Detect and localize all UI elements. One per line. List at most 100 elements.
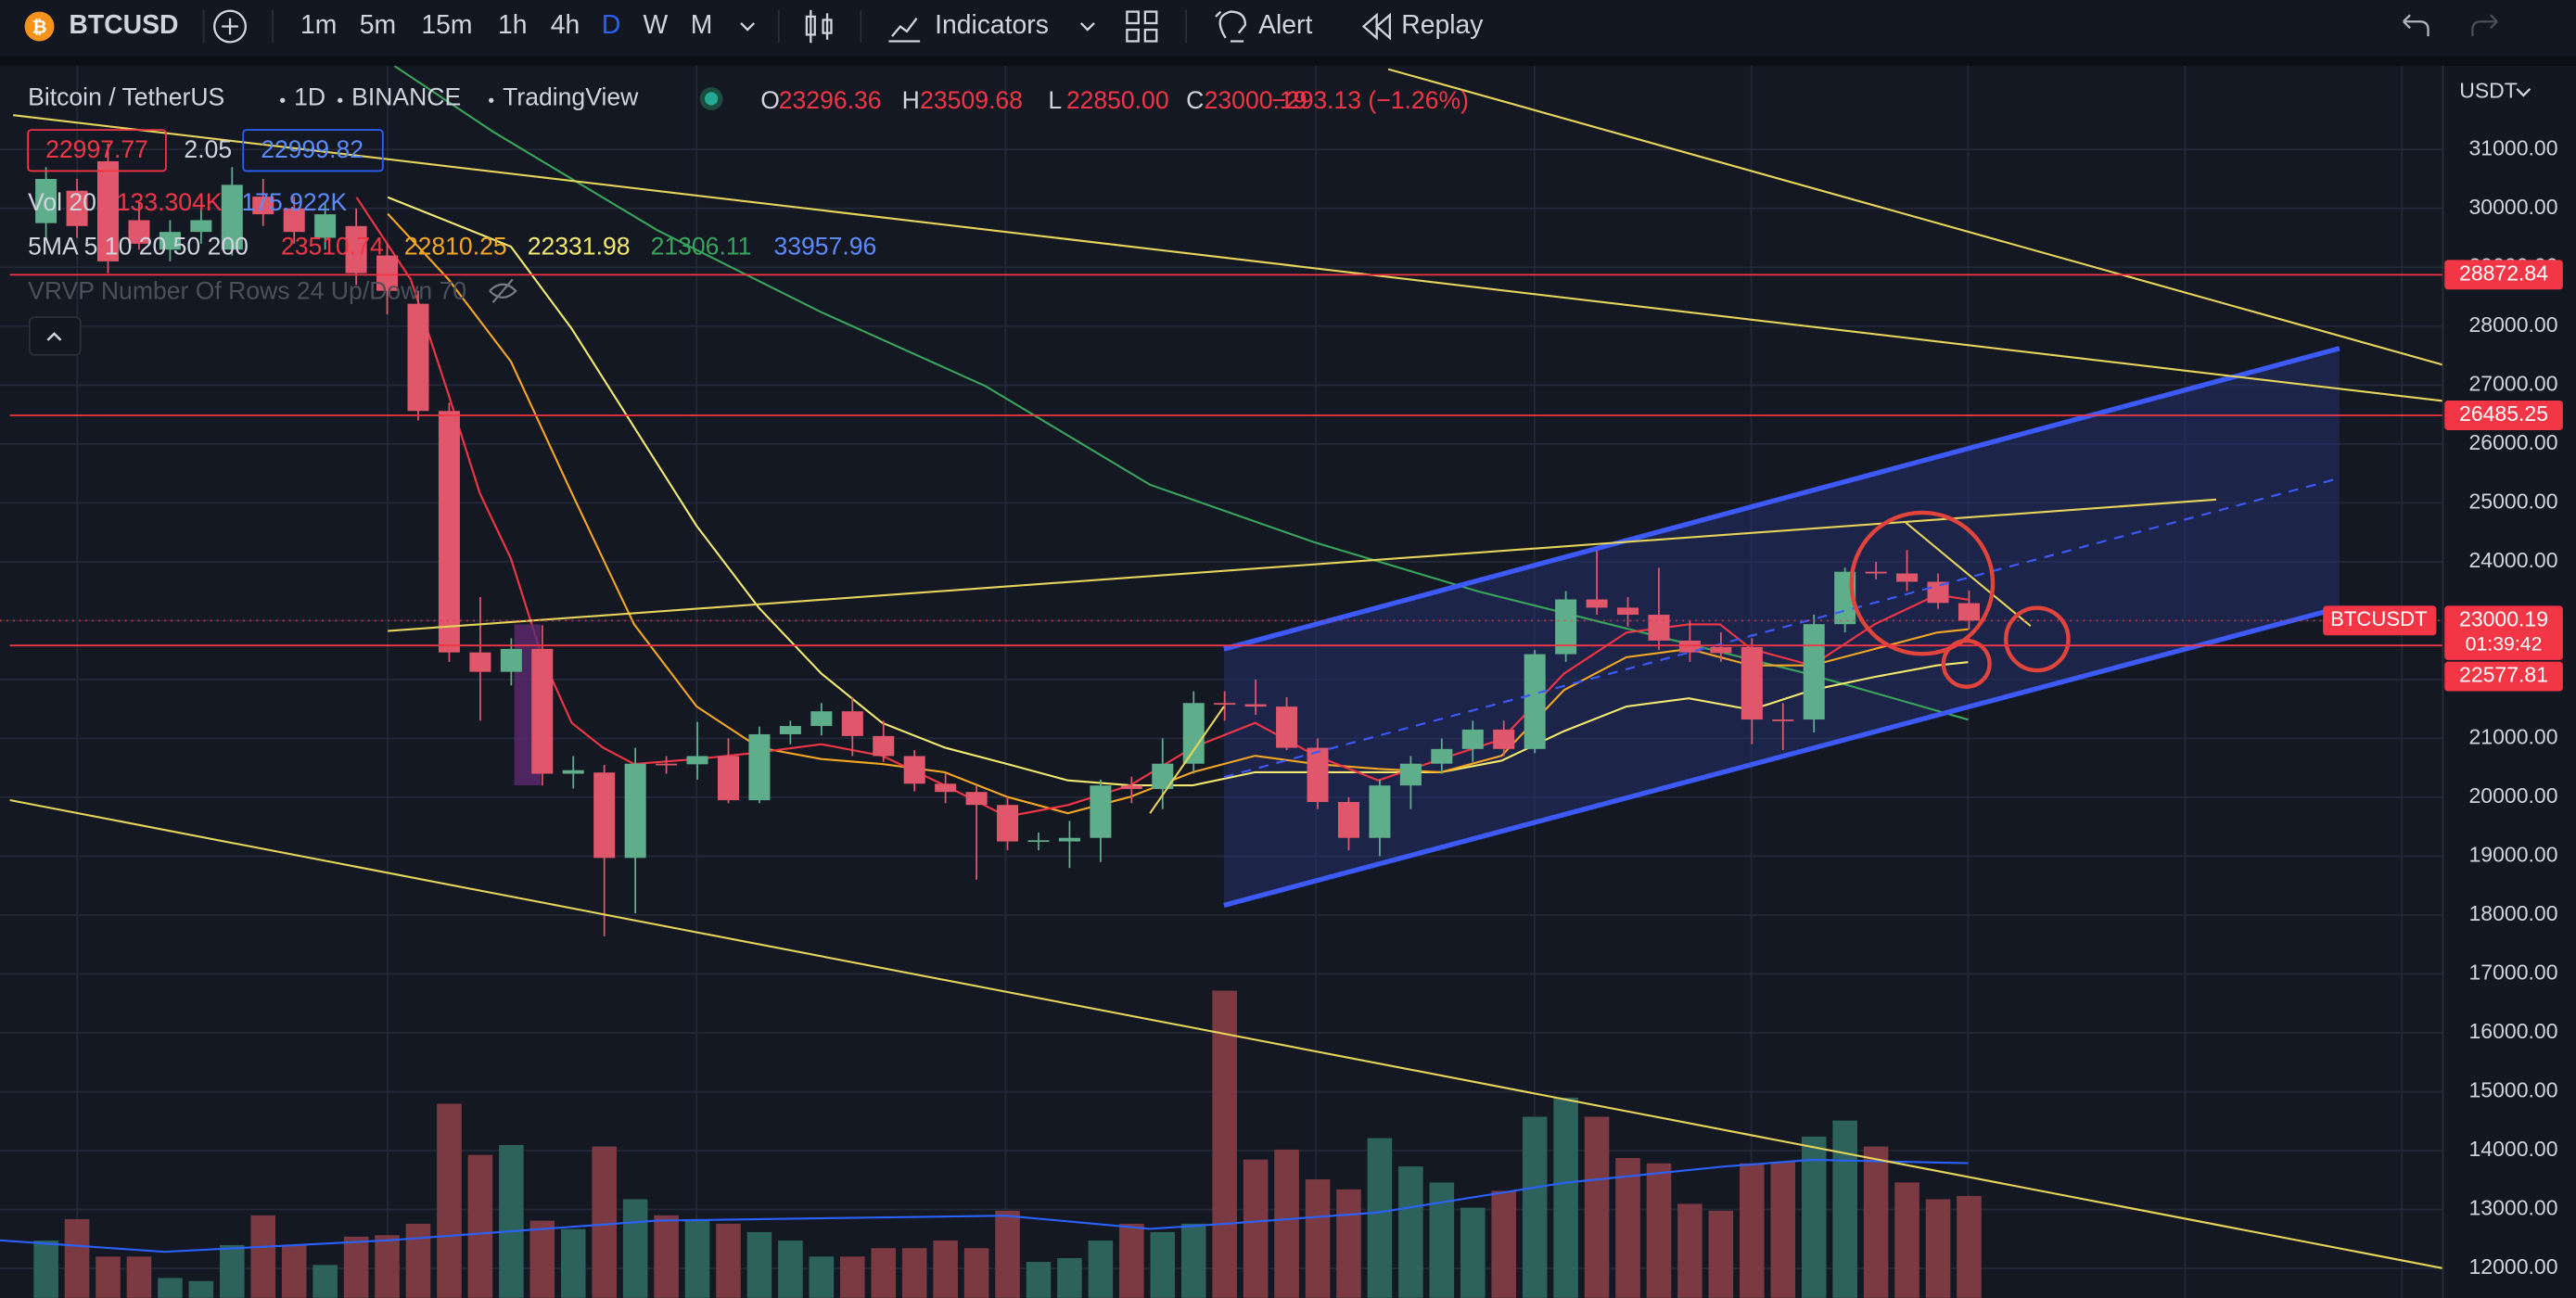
- candle-body: [35, 179, 57, 223]
- y-tick-label: 27000.00: [2469, 371, 2558, 395]
- chevron[interactable]: [1079, 22, 1095, 32]
- circle-mark[interactable]: [2004, 605, 2071, 673]
- volume-bar: [1740, 1163, 1765, 1298]
- candle-body: [531, 648, 554, 774]
- chart-type-button[interactable]: [805, 9, 833, 44]
- volume-bar: [1925, 1199, 1951, 1298]
- alert-button[interactable]: Alert: [1258, 10, 1312, 40]
- candle-body: [903, 756, 925, 784]
- interval-button[interactable]: 4h: [551, 10, 580, 40]
- layouts-button[interactable]: [1126, 10, 1158, 43]
- candle-body: [376, 255, 399, 291]
- symbol-label-box: [2323, 605, 2437, 636]
- candle-body: [810, 711, 833, 727]
- drawings: [9, 68, 2443, 1269]
- trendline[interactable]: [13, 114, 2443, 402]
- candle-body: [1741, 646, 1763, 720]
- candle-body: [1276, 706, 1298, 748]
- collapse-button[interactable]: [29, 316, 82, 356]
- trendline[interactable]: [9, 798, 2443, 1269]
- candle-body: [283, 208, 305, 233]
- trendline[interactable]: [388, 498, 2217, 632]
- redo[interactable]: [2471, 14, 2498, 37]
- interval-button[interactable]: D: [602, 10, 620, 40]
- candle-body: [1399, 763, 1422, 786]
- channel-middle[interactable]: [1223, 477, 2340, 779]
- volume-bar: [1180, 1223, 1206, 1298]
- candle-body: [159, 232, 181, 250]
- currency-label[interactable]: USDT: [2459, 78, 2518, 102]
- candle-body: [1493, 729, 1515, 749]
- volume-bar: [1026, 1262, 1052, 1298]
- volume-bar: [1243, 1159, 1269, 1298]
- volume-bar: [871, 1248, 897, 1298]
- volume-bar: [1553, 1097, 1578, 1298]
- replay-button[interactable]: Replay: [1401, 10, 1484, 40]
- volume-bar: [467, 1154, 493, 1298]
- y-tick-label: 14000.00: [2469, 1137, 2558, 1161]
- volume-bar: [963, 1248, 989, 1298]
- hidden-icon[interactable]: [489, 278, 517, 303]
- ohlc-value: 23509.68: [920, 86, 1023, 114]
- ma-value: 33957.96: [773, 233, 876, 261]
- candle-body: [997, 805, 1019, 842]
- bid: 22997.77: [45, 135, 148, 163]
- trendline[interactable]: [1905, 521, 2032, 628]
- candle-body: [190, 220, 212, 233]
- ask-box[interactable]: [242, 129, 384, 172]
- btc-icon: [24, 11, 55, 42]
- interval-button[interactable]: 1h: [498, 10, 528, 40]
- chevron-up: [46, 332, 62, 341]
- candles: [35, 143, 1980, 936]
- volume-bar: [281, 1244, 307, 1298]
- ohlc-label: O: [760, 86, 780, 114]
- volume-bar: [1088, 1241, 1114, 1298]
- volume-title: Vol 20: [28, 188, 96, 216]
- trendline[interactable]: [1387, 68, 2443, 366]
- undo[interactable]: [2403, 14, 2429, 37]
- price-label-box: [2444, 260, 2563, 290]
- volume-bar: [560, 1228, 586, 1298]
- y-tick-label: 15000.00: [2469, 1078, 2558, 1102]
- interval-button[interactable]: M: [691, 10, 713, 40]
- volume-ma-value: 175.922K: [241, 188, 347, 216]
- volume-bar: [312, 1265, 338, 1298]
- volume-bar: [1274, 1149, 1299, 1298]
- volume-bar: [1305, 1179, 1331, 1298]
- candle-body: [717, 756, 740, 801]
- symbol[interactable]: BTCUSD: [69, 10, 178, 40]
- icon: [1143, 10, 1158, 25]
- circle-mark[interactable]: [1941, 638, 1992, 689]
- volume-pane: [33, 990, 1982, 1298]
- symbol-name: Bitcoin / TetherUS: [28, 83, 224, 111]
- candle-body: [562, 770, 584, 774]
- volume-bar: [995, 1210, 1020, 1298]
- interval-button[interactable]: 1m: [300, 10, 337, 40]
- channel-upper[interactable]: [1223, 346, 2340, 652]
- channel-lower[interactable]: [1223, 605, 2340, 908]
- candle-body: [500, 648, 522, 672]
- volume-bar: [840, 1256, 865, 1298]
- interval-button[interactable]: 15m: [421, 10, 472, 40]
- volume-bar: [809, 1256, 835, 1298]
- interval-button[interactable]: W: [644, 10, 669, 40]
- ma-value: 22331.98: [528, 233, 631, 261]
- indicators-button[interactable]: Indicators: [935, 10, 1049, 40]
- candle-body: [686, 756, 708, 765]
- candle-body: [935, 783, 957, 793]
- y-tick-label: 28000.00: [2469, 312, 2558, 337]
- price-axis-labels: 12000.00 13000.00 14000.00 15000.00 16000.00…: [2323, 135, 2563, 1279]
- y-tick-label: 17000.00: [2469, 961, 2558, 985]
- candle-body: [252, 197, 274, 215]
- volume-bar: [33, 1241, 58, 1298]
- circle-mark[interactable]: [1849, 510, 1996, 656]
- add-symbol[interactable]: [213, 9, 248, 44]
- volume-bar: [375, 1235, 400, 1298]
- interval-button[interactable]: 5m: [360, 10, 396, 40]
- chevron[interactable]: [740, 22, 756, 32]
- bid-box[interactable]: [27, 129, 167, 172]
- trendline[interactable]: [1149, 706, 1225, 814]
- volume-bar: [1677, 1203, 1702, 1298]
- ma-value: 21306.11: [651, 233, 752, 261]
